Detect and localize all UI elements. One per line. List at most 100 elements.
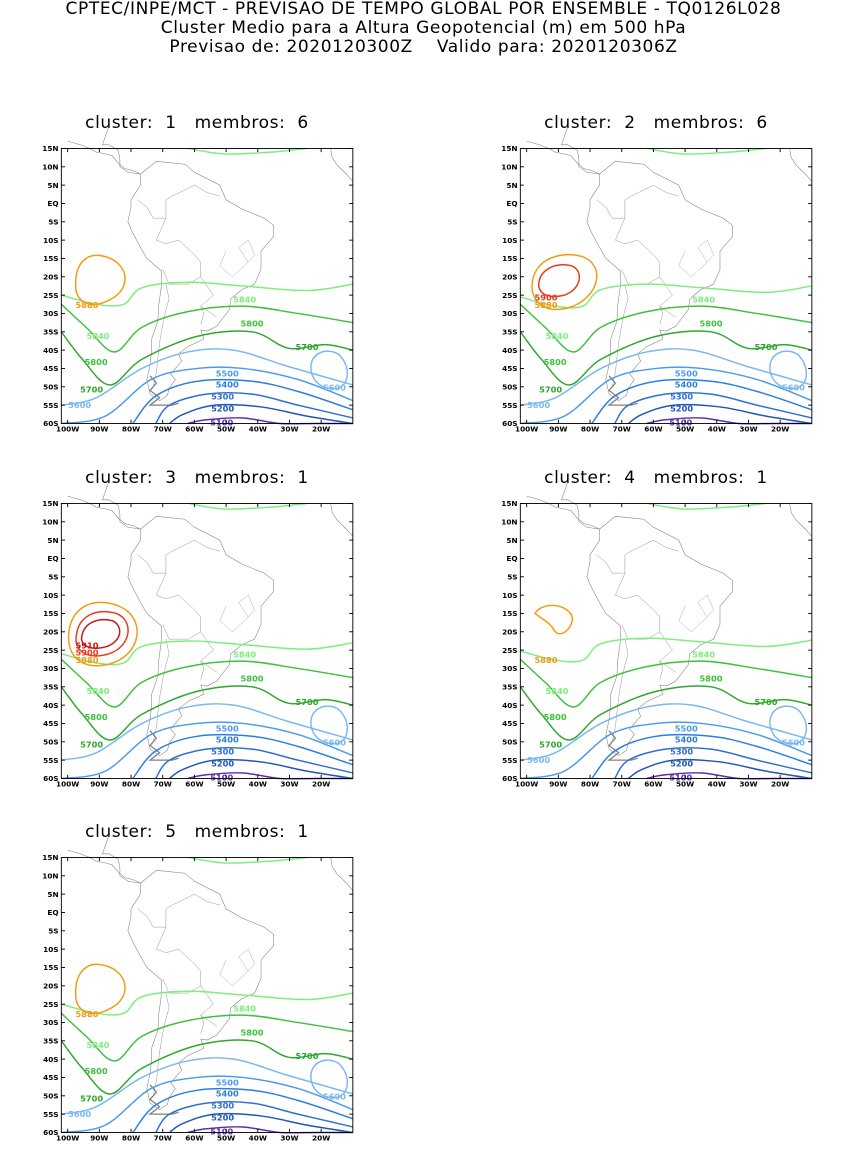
contour-label: 5500 — [675, 724, 698, 734]
contour-label: 5700 — [296, 697, 319, 707]
lat-tick-label: 40S — [43, 1055, 58, 1064]
lat-tick-label: 5N — [47, 890, 58, 899]
southern-islands — [607, 375, 638, 406]
contour-5880 — [74, 963, 126, 1015]
lon-tick-label: 60W — [644, 780, 662, 789]
lat-tick-label: 10S — [43, 236, 58, 245]
lat-axis: 15N 10N 5N EQ 5S 10S 15S 20S 25S 30S 35S 40S 45S 50S 5… — [501, 499, 812, 783]
south-america-coast — [127, 516, 274, 757]
cluster-number: 1 — [165, 113, 177, 133]
cluster-number: 5 — [165, 822, 177, 842]
lat-tick-label: 35S — [43, 1037, 58, 1046]
south-america-coast — [586, 516, 733, 757]
lon-tick-label: 70W — [154, 425, 172, 434]
contour-label: 5800 — [85, 712, 108, 722]
lon-tick-label: 90W — [90, 1134, 108, 1143]
contour-5600 — [61, 348, 354, 406]
plot-frame — [60, 857, 354, 1133]
plot-frame — [519, 502, 813, 779]
lon-tick-label: 30W — [739, 780, 757, 789]
lat-tick-label: 45S — [43, 364, 58, 373]
contour-label: 5900 — [76, 648, 99, 658]
lat-tick-label: 5N — [47, 536, 58, 545]
lat-tick-label: 35S — [502, 683, 517, 692]
lat-tick-label: 5N — [47, 181, 58, 190]
central-america-coast — [561, 126, 600, 175]
lat-tick-label: 30S — [43, 664, 58, 673]
contour-5800 — [60, 1012, 353, 1062]
lat-tick-label: 40S — [43, 346, 58, 355]
contour-label: 5200 — [211, 404, 234, 414]
lon-tick-label: 20W — [771, 780, 789, 789]
lon-tick-label: 50W — [217, 780, 235, 789]
central-america-coast — [526, 495, 600, 530]
country-border — [156, 927, 217, 1027]
contour-5900 — [75, 611, 129, 657]
figure-header: CPTEC/INPE/MCT - PREVISAO DE TEMPO GLOBA… — [0, 0, 847, 57]
lat-tick-label: 15S — [502, 609, 517, 618]
contour-5400 — [132, 1088, 354, 1133]
lon-tick-label: 60W — [185, 1134, 203, 1143]
lon-tick-label: 90W — [549, 780, 567, 789]
contour-label: 5840 — [233, 294, 256, 304]
panel-title: cluster: 5 membros: 1 — [32, 822, 362, 842]
contour-label: 5600 — [68, 400, 91, 410]
central-america-coast — [561, 481, 600, 530]
lat-tick-label: 60S — [502, 419, 517, 428]
contour-label: 5880 — [535, 300, 558, 310]
lat-tick-label: 55S — [43, 1110, 58, 1119]
lat-tick-label: 40S — [502, 701, 517, 710]
lat-tick-label: 15N — [42, 144, 58, 153]
lat-axis: 15N 10N 5N EQ 5S 10S 15S 20S 25S 30S 35S 40S 45S 50S 5… — [42, 853, 353, 1137]
lon-tick-label: 40W — [249, 780, 267, 789]
contour-label: 5700 — [80, 1093, 103, 1103]
country-border — [152, 284, 170, 387]
contour-label: 5800 — [700, 673, 723, 683]
contour-label: 5600 — [323, 1091, 346, 1101]
lon-tick-label: 100W — [56, 1134, 79, 1143]
southern-islands — [148, 730, 179, 761]
members-label: membros: — [653, 113, 745, 133]
lat-axis: 15N 10N 5N EQ 5S 10S 15S 20S 25S 30S 35S 40S 45S 50S 5… — [501, 144, 812, 428]
header-line-2: Cluster Medio para a Altura Geopotencial… — [160, 18, 687, 38]
lat-tick-label: 55S — [502, 756, 517, 765]
contour-label: 5500 — [216, 724, 239, 734]
panel-title: cluster: 3 membros: 1 — [32, 468, 362, 488]
coastline — [67, 835, 354, 1115]
contour-label: 5300 — [670, 747, 693, 757]
contour-5700 — [60, 1039, 353, 1095]
lat-tick-label: EQ — [506, 554, 517, 563]
country-border — [152, 993, 170, 1096]
lat-tick-label: 5N — [506, 536, 517, 545]
state-border — [678, 239, 714, 278]
contour-5880 — [531, 253, 598, 311]
lat-tick-label: 20S — [502, 628, 517, 637]
members-label: membros: — [194, 113, 286, 133]
contour-label: 5800 — [544, 357, 567, 367]
members-label: membros: — [194, 822, 286, 842]
contour-label: 5300 — [670, 392, 693, 402]
state-border — [219, 594, 255, 633]
contour-5400 — [591, 379, 813, 424]
contour-labels: 5880 5840 5840 5800 5800 5700 5700 5600 5600 5500… — [527, 649, 805, 782]
contour-5200 — [628, 758, 812, 780]
contour-label: 5400 — [216, 380, 239, 390]
contour-5700 — [519, 330, 812, 386]
contour-label: 5100 — [669, 417, 692, 427]
contour-label: 5300 — [211, 747, 234, 757]
coastline — [526, 481, 813, 761]
coastline — [67, 126, 354, 406]
contour-label: 5400 — [675, 735, 698, 745]
country-border — [615, 218, 676, 318]
members-label: membros: — [194, 468, 286, 488]
lat-tick-label: 10S — [43, 945, 58, 954]
lat-tick-label: 60S — [502, 774, 517, 783]
contour-label: 5400 — [675, 380, 698, 390]
lat-tick-label: 50S — [43, 738, 58, 747]
contour-label: 5600 — [68, 1109, 91, 1119]
lat-tick-label: EQ — [47, 199, 58, 208]
lon-tick-label: 50W — [217, 1134, 235, 1143]
contour-label: 5910 — [76, 640, 99, 650]
southern-islands — [148, 375, 179, 406]
contour-5880 — [534, 604, 574, 635]
